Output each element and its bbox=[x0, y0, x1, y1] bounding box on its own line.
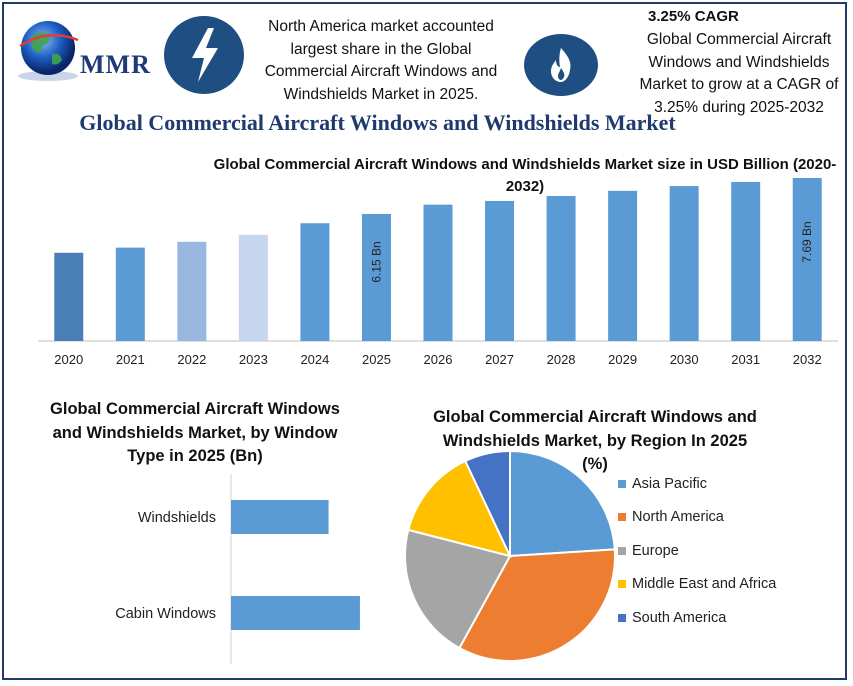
pie-slice-europe bbox=[404, 528, 512, 650]
x-tick-2031: 2031 bbox=[731, 352, 760, 367]
bar-2030 bbox=[669, 186, 699, 341]
bar-2026 bbox=[423, 204, 453, 341]
lightning-badge bbox=[164, 16, 244, 94]
legend-item-europe: Europe bbox=[618, 543, 679, 559]
bar-chart-title: Global Commercial Aircraft Windows and W… bbox=[213, 156, 837, 195]
window-type-chart-title: Global Commercial Aircraft Windows and W… bbox=[50, 400, 340, 465]
pie-slice-middle-east-and-africa bbox=[407, 459, 512, 558]
legend-label-asia-pacific: Asia Pacific bbox=[632, 476, 707, 492]
bar-2025 bbox=[361, 213, 391, 341]
x-tick-2020: 2020 bbox=[54, 352, 83, 367]
globe-icon bbox=[18, 21, 79, 81]
flame-icon bbox=[551, 48, 571, 82]
x-tick-2029: 2029 bbox=[608, 352, 637, 367]
x-tick-2024: 2024 bbox=[300, 352, 329, 367]
x-tick-2027: 2027 bbox=[485, 352, 514, 367]
main-title: Global Commercial Aircraft Windows and W… bbox=[79, 110, 676, 135]
bar-2032 bbox=[792, 178, 822, 341]
hbar-label-cabin-windows: Cabin Windows bbox=[115, 606, 216, 622]
cagr-text: Global Commercial Aircraft Windows and W… bbox=[639, 31, 839, 116]
highlight-north-america: North America market accounted largest s… bbox=[264, 18, 498, 103]
logo-text: MMR bbox=[80, 50, 151, 79]
legend-swatch-north-america bbox=[618, 513, 626, 521]
legend-item-asia-pacific: Asia Pacific bbox=[618, 476, 707, 492]
legend-label-middle-east-and-africa: Middle East and Africa bbox=[632, 576, 777, 592]
hbar-cabin-windows bbox=[231, 596, 360, 630]
bar-2029 bbox=[608, 190, 638, 341]
x-tick-2028: 2028 bbox=[547, 352, 576, 367]
cagr-title: 3.25% CAGR bbox=[648, 8, 739, 25]
bar-2021 bbox=[115, 247, 145, 341]
x-tick-2021: 2021 bbox=[116, 352, 145, 367]
legend-item-middle-east-and-africa: Middle East and Africa bbox=[618, 576, 776, 592]
x-tick-2026: 2026 bbox=[424, 352, 453, 367]
legend-swatch-asia-pacific bbox=[618, 480, 626, 488]
data-label-2032: 7.69 Bn bbox=[800, 221, 814, 262]
region-pie-title: Global Commercial Aircraft Windows and W… bbox=[433, 408, 757, 473]
x-tick-2025: 2025 bbox=[362, 352, 391, 367]
legend-swatch-middle-east-and-africa bbox=[618, 580, 626, 588]
bar-2020 bbox=[54, 252, 84, 341]
x-tick-2022: 2022 bbox=[177, 352, 206, 367]
bar-2031 bbox=[731, 181, 761, 341]
bar-2023 bbox=[238, 234, 268, 341]
bar-2024 bbox=[300, 223, 330, 341]
x-tick-2030: 2030 bbox=[670, 352, 699, 367]
legend-label-europe: Europe bbox=[632, 543, 679, 559]
x-tick-2023: 2023 bbox=[239, 352, 268, 367]
legend-swatch-south-america bbox=[618, 614, 626, 622]
bar-2028 bbox=[546, 195, 576, 341]
bar-2027 bbox=[485, 200, 515, 341]
legend-item-south-america: South America bbox=[618, 610, 726, 626]
legend-label-north-america: North America bbox=[632, 509, 724, 525]
flame-badge bbox=[524, 34, 598, 96]
data-label-2025: 6.15 Bn bbox=[369, 241, 383, 282]
window-type-bar-chart: Windshields Cabin Windows bbox=[115, 474, 360, 664]
legend-item-north-america: North America bbox=[618, 509, 724, 525]
pie-slice-asia-pacific bbox=[509, 449, 616, 558]
lightning-icon bbox=[192, 28, 218, 82]
market-size-bar-chart: 2020 2021 2022 2023 2024 2025 6.15 Bn 2026 2027 2… bbox=[38, 178, 838, 367]
pie-slice-south-america bbox=[463, 449, 511, 557]
x-tick-2032: 2032 bbox=[793, 352, 822, 367]
bar-2022 bbox=[177, 241, 207, 341]
hbar-windshields bbox=[231, 500, 329, 534]
legend-swatch-europe bbox=[618, 547, 626, 555]
hbar-label-windshields: Windshields bbox=[138, 510, 216, 526]
legend-label-south-america: South America bbox=[632, 610, 727, 626]
region-pie-chart bbox=[404, 449, 616, 662]
